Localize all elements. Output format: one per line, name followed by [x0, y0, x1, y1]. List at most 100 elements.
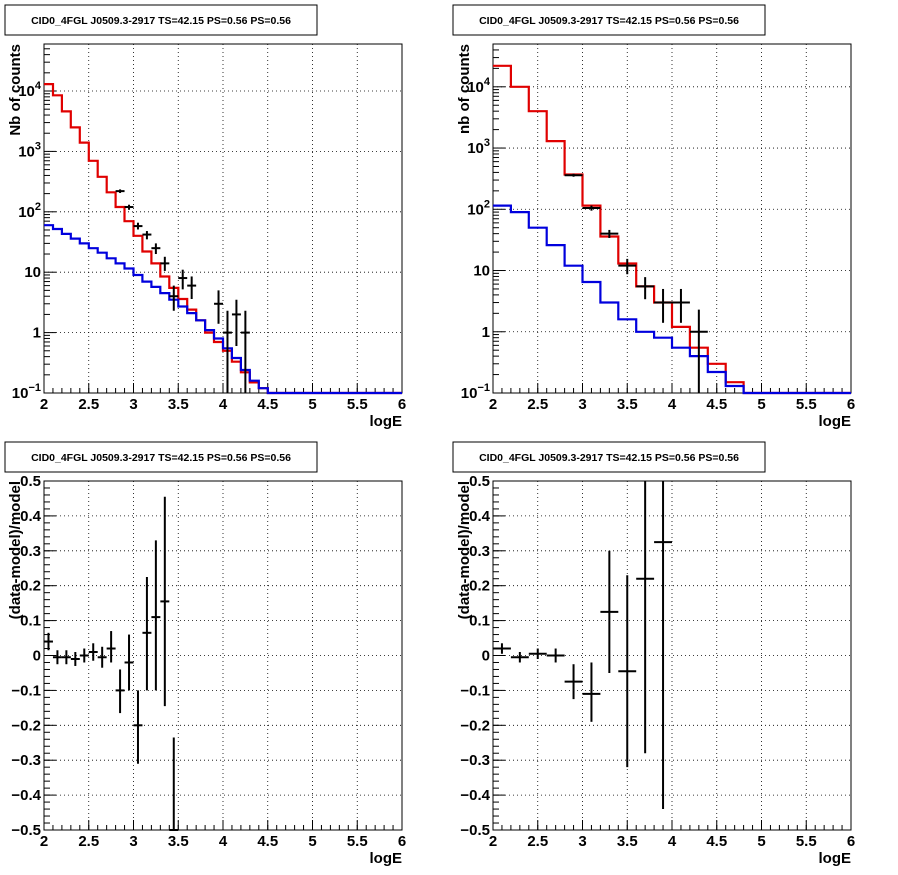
- chart-panel-bottom-right: CID0_4FGL J0509.3-2917 TS=42.15 PS=0.56 …: [452, 441, 855, 867]
- chart-title: CID0_4FGL J0509.3-2917 TS=42.15 PS=0.56 …: [479, 452, 739, 464]
- y-tick-label: 0.1: [20, 613, 41, 630]
- chart-title: CID0_4FGL J0509.3-2917 TS=42.15 PS=0.56 …: [479, 15, 739, 27]
- data-point: [582, 662, 601, 722]
- data-point: [214, 290, 223, 324]
- y-tick-label: 104: [467, 76, 491, 96]
- y-tick-label: 0: [33, 648, 41, 665]
- x-tick-label: 4: [668, 396, 677, 413]
- chart-panel-top-right: CID0_4FGL J0509.3-2917 TS=42.15 PS=0.56 …: [452, 4, 855, 430]
- data-point: [169, 285, 179, 311]
- chart-panel-top-left: CID0_4FGL J0509.3-2917 TS=42.15 PS=0.56 …: [4, 4, 406, 430]
- data-point: [564, 173, 583, 177]
- data-point: [169, 737, 179, 831]
- x-tick-label: 3.5: [168, 833, 189, 850]
- data-point: [160, 256, 170, 271]
- y-tick-label: 10: [24, 264, 41, 281]
- x-tick-label: 4: [668, 833, 677, 850]
- data-point: [70, 652, 80, 666]
- x-tick-label: 6: [847, 396, 855, 413]
- title-box: [4, 4, 318, 36]
- data-point: [115, 189, 125, 193]
- x-tick-label: 5.5: [347, 833, 368, 850]
- y-tick-label: 0.3: [20, 543, 41, 560]
- chart-panel-bottom-left: CID0_4FGL J0509.3-2917 TS=42.15 PS=0.56 …: [4, 441, 406, 867]
- x-tick-label: 2: [40, 833, 48, 850]
- data-point: [493, 643, 511, 654]
- y-tick-label: 103: [18, 140, 41, 160]
- y-tick-label: −0.3: [11, 752, 41, 769]
- data-point: [672, 288, 690, 323]
- data-point: [654, 288, 672, 323]
- y-tick-label: 10−1: [12, 382, 41, 402]
- data-point: [582, 205, 601, 211]
- data-point: [52, 650, 62, 665]
- x-tick-label: 2.5: [527, 396, 548, 413]
- data-point: [636, 277, 655, 300]
- data-point: [160, 496, 170, 707]
- x-tick-label: 4: [219, 833, 228, 850]
- y-tick-label: 0.4: [469, 508, 491, 525]
- data-point: [124, 204, 134, 210]
- series-line-blue: [493, 204, 851, 395]
- y-tick-label: −0.1: [11, 682, 41, 699]
- x-tick-label: 5: [757, 396, 765, 413]
- data-point: [618, 575, 637, 768]
- y-tick-label: 0.3: [469, 543, 490, 560]
- y-axis-label: Nb of counts: [7, 44, 24, 136]
- data-point: [151, 540, 161, 691]
- y-tick-label: 0.5: [20, 473, 41, 490]
- data-point: [88, 643, 98, 661]
- x-tick-label: 2.5: [78, 396, 99, 413]
- chart-title: CID0_4FGL J0509.3-2917 TS=42.15 PS=0.56 …: [31, 15, 291, 27]
- x-tick-label: 5: [757, 833, 765, 850]
- data-point: [546, 648, 565, 663]
- x-axis-label: logE: [370, 850, 403, 867]
- x-tick-label: 4.5: [257, 396, 278, 413]
- data-point: [564, 664, 583, 700]
- x-tick-label: 3: [129, 396, 137, 413]
- y-tick-label: −0.4: [11, 787, 41, 804]
- y-tick-label: 102: [18, 201, 41, 221]
- y-tick-label: −0.5: [11, 822, 41, 839]
- x-tick-label: 2: [489, 833, 497, 850]
- data-point: [115, 669, 125, 714]
- data-point: [178, 269, 188, 290]
- y-tick-label: −0.5: [460, 822, 490, 839]
- data-point: [636, 481, 655, 754]
- y-axis-label: (data-model)/model: [456, 481, 473, 619]
- x-tick-label: 5.5: [796, 833, 817, 850]
- data-point: [133, 222, 143, 230]
- y-tick-label: 1: [33, 325, 41, 342]
- x-tick-label: 4.5: [706, 396, 727, 413]
- data-point: [124, 634, 134, 691]
- data-point: [654, 481, 672, 810]
- data-point: [618, 258, 637, 275]
- x-axis-label: logE: [370, 413, 403, 430]
- x-tick-label: 6: [398, 833, 406, 850]
- x-tick-label: 4: [219, 396, 228, 413]
- x-tick-label: 4.5: [706, 833, 727, 850]
- data-point: [142, 231, 152, 240]
- x-tick-label: 3.5: [168, 396, 189, 413]
- y-tick-label: 0: [482, 648, 490, 665]
- x-axis-label: logE: [819, 413, 852, 430]
- y-tick-label: 0.5: [469, 473, 490, 490]
- x-tick-label: 6: [847, 833, 855, 850]
- x-tick-label: 3: [129, 833, 137, 850]
- x-tick-label: 3.5: [617, 833, 638, 850]
- y-tick-label: 0.2: [20, 578, 41, 595]
- data-point: [600, 229, 619, 238]
- chart-title: CID0_4FGL J0509.3-2917 TS=42.15 PS=0.56 …: [31, 452, 291, 464]
- x-tick-label: 4.5: [257, 833, 278, 850]
- data-point: [79, 648, 89, 663]
- title-box: [4, 441, 318, 473]
- data-point: [61, 650, 71, 665]
- data-point: [151, 243, 161, 255]
- x-tick-label: 2: [40, 396, 48, 413]
- series-line-blue: [44, 224, 402, 395]
- y-tick-label: 104: [18, 80, 42, 100]
- y-tick-label: 0.4: [20, 508, 42, 525]
- data-point: [600, 550, 619, 673]
- x-tick-label: 5.5: [796, 396, 817, 413]
